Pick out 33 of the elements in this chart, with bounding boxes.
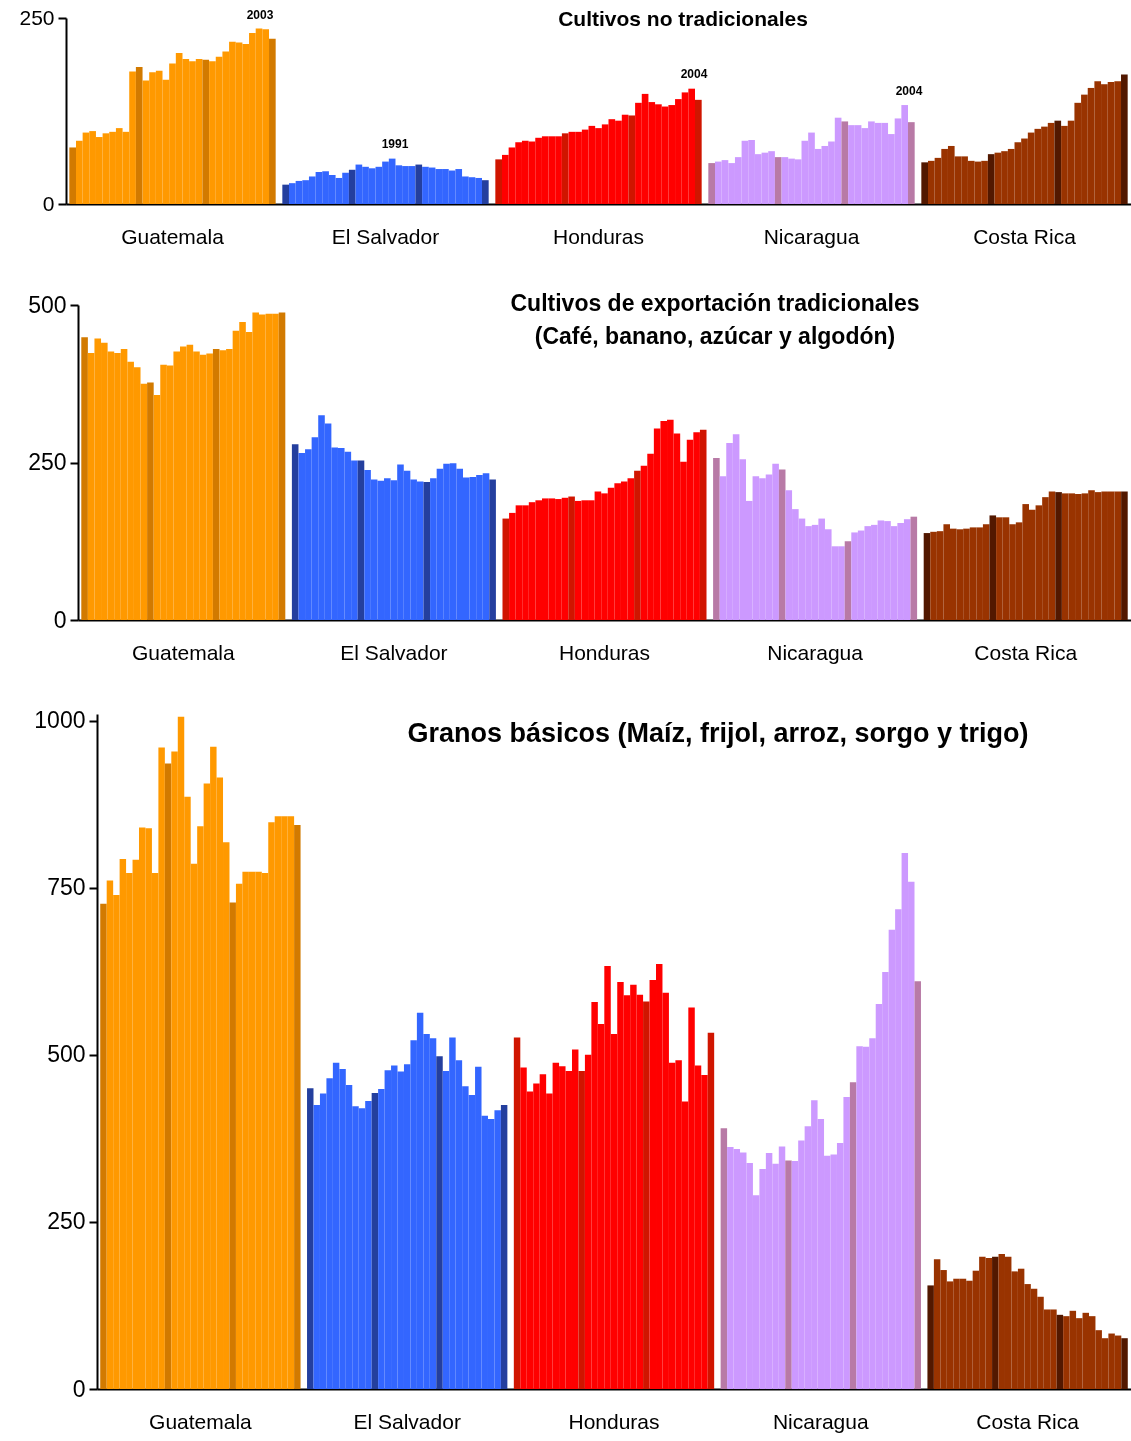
x-tick-label: El Salvador [340,640,448,664]
annotation: 2004 [680,67,708,81]
x-tick-label: Honduras [552,224,645,248]
y-tick-label: 500 [28,291,67,318]
x-tick-label: Nicaragua [772,1409,869,1433]
y-tick-label: 0 [42,191,55,215]
x-tick-label: Honduras [558,640,651,664]
x-tick-label: Guatemala [131,640,235,664]
annotation: 2003 [246,8,274,22]
x-tick-label: Costa Rica [973,224,1077,248]
y-tick-label: 250 [47,1208,86,1235]
y-tick-label: 500 [47,1041,86,1068]
x-tick-label: Costa Rica [976,1409,1080,1433]
chart-title: Granos básicos (Maíz, frijol, arroz, sorgo y trigo) [407,718,1029,748]
x-tick-label: El Salvador [353,1409,461,1433]
x-tick-label: Costa Rica [974,640,1078,664]
y-tick-label: 250 [28,449,67,475]
x-tick-label: Guatemala [149,1409,253,1433]
x-tick-label: Honduras [568,1409,660,1433]
y-tick-label: 0 [72,1375,86,1402]
annotation: 1991 [381,137,409,151]
text: (Café, banano, azúcar y algodón) [534,323,896,350]
x-tick-label: Guatemala [121,224,225,248]
x-tick-label: Nicaragua [763,224,860,248]
x-tick-label: El Salvador [331,224,440,248]
chart-title: Cultivos no tradicionales [558,7,808,30]
y-tick-label: 250 [19,5,55,29]
y-tick-label: 1000 [34,707,86,734]
x-tick-label: Nicaragua [767,640,864,664]
y-tick-label: 0 [53,606,67,633]
chart-title: Cultivos de exportación tradicionales [510,290,920,316]
y-tick-label: 750 [47,874,86,901]
annotation: 2004 [895,84,923,98]
